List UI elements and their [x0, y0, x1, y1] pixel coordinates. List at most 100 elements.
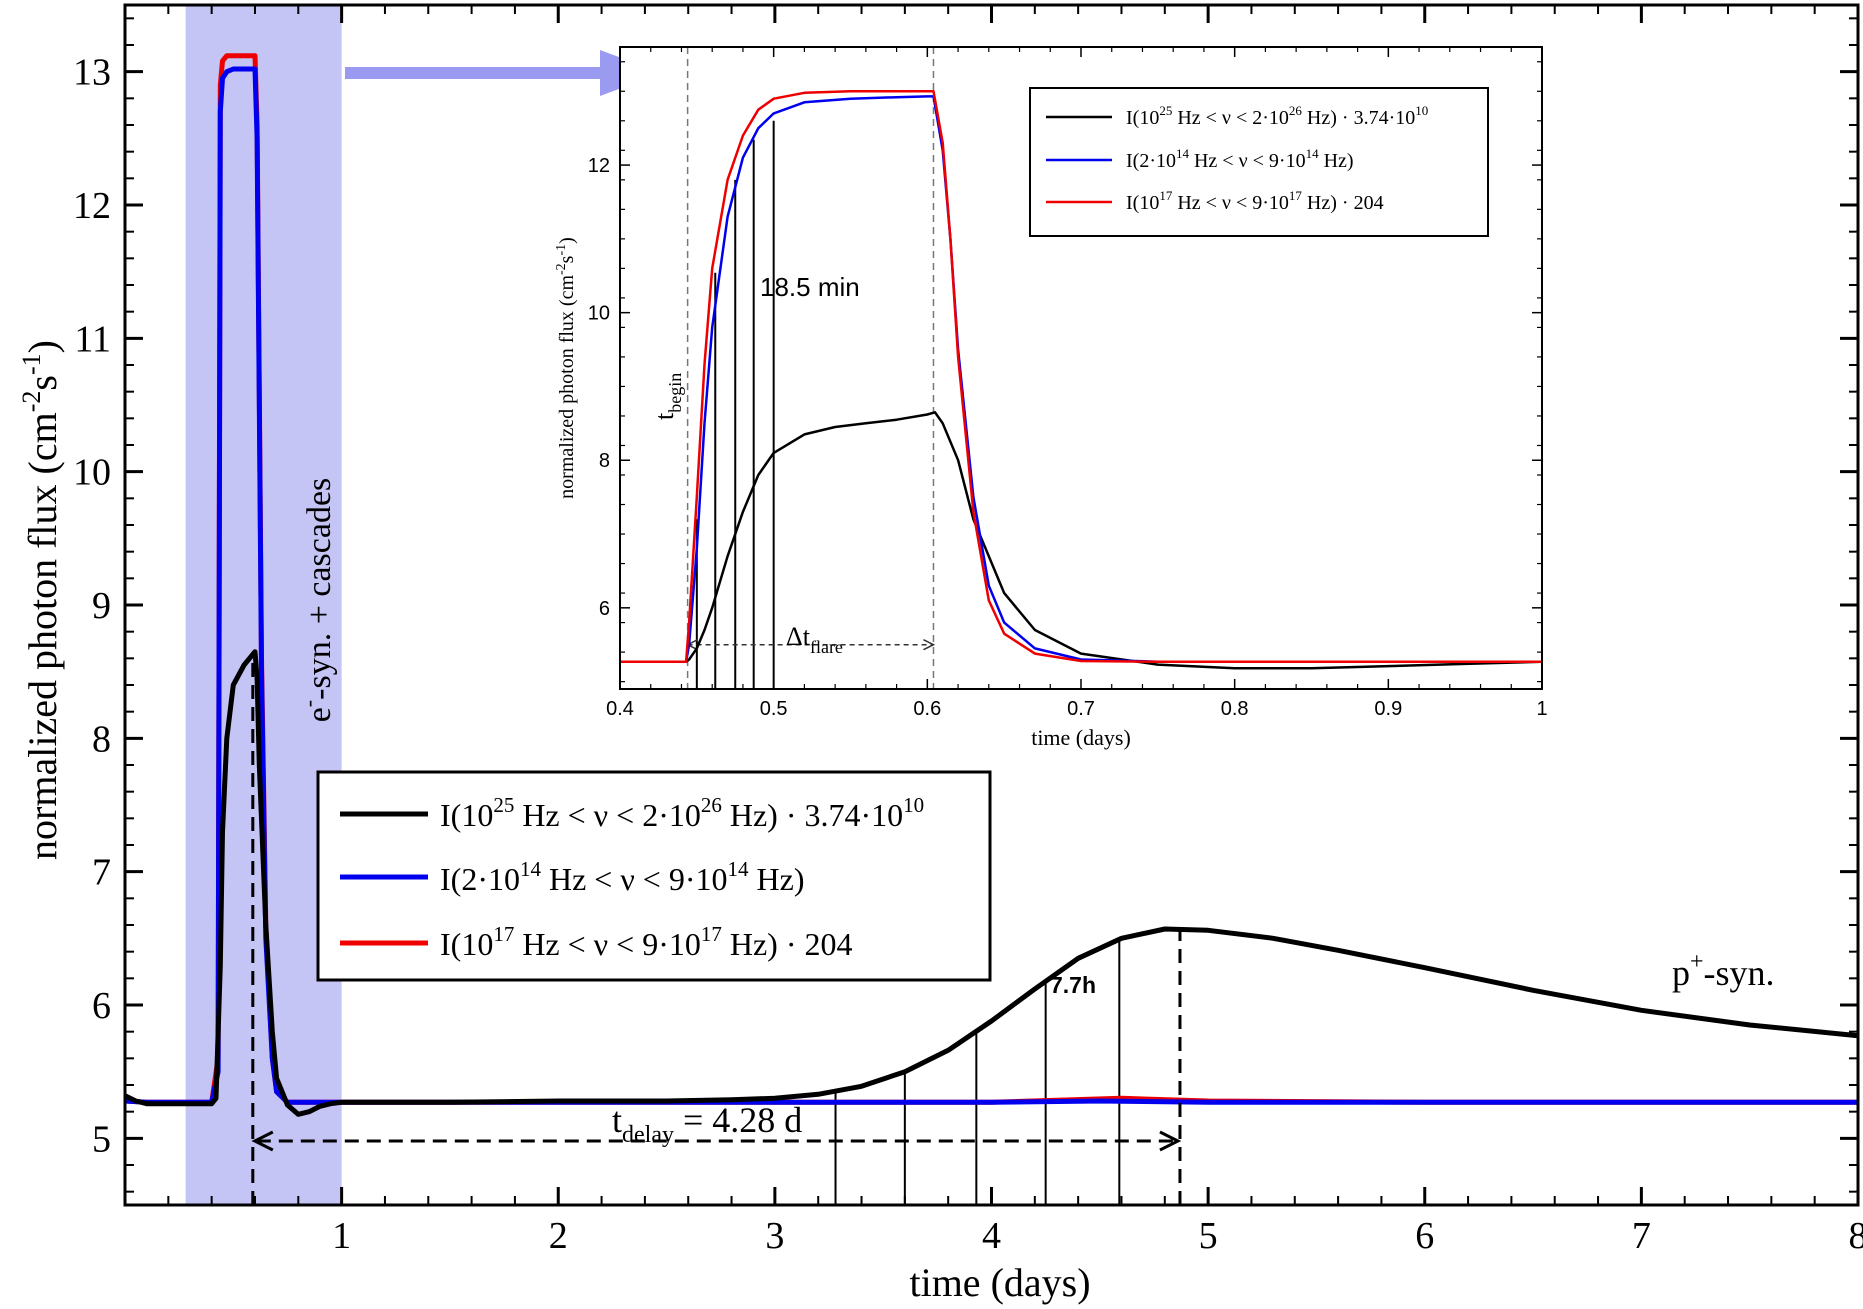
legend-blue-p1: I(2·10	[440, 861, 520, 897]
dashed-annotations	[251, 658, 1182, 1205]
x-tick-label: 5	[1199, 1215, 1218, 1257]
inset-y-label-mid: s	[556, 255, 578, 263]
delay-value: = 4.28 d	[674, 1100, 802, 1140]
inset-legend-blue-s2: 14	[1306, 146, 1320, 161]
inset-x-tick-label: 0.4	[606, 698, 634, 720]
legend-red-p3: Hz) · 204	[722, 926, 853, 962]
delay-prefix: t	[612, 1100, 622, 1140]
inset-plot: 0.4 0.5 0.6 0.7 0.8 0.9 1 6 8 10 12 time (days) n…	[554, 46, 1548, 750]
y-axis-label-sup1: -2	[17, 391, 46, 413]
inset-y-tick-label: 10	[588, 303, 610, 325]
legend-red-s1: 17	[493, 922, 514, 946]
inset-tbegin-label: tbegin	[650, 373, 685, 420]
interval-label-main: 7.7h	[1050, 972, 1096, 998]
inset-x-axis-label: time (days)	[1031, 725, 1131, 750]
x-tick-label: 7	[1632, 1215, 1651, 1257]
legend-entry-red: I(1017 Hz < ν < 9·1017 Hz) · 204	[440, 922, 852, 962]
inset-legend-entry-blue: I(2·1014 Hz < ν < 9·1014 Hz)	[1126, 146, 1354, 172]
legend-blue-s1: 14	[520, 857, 542, 881]
legend-entry-black: I(1025 Hz < ν < 2·1026 Hz) · 3.74·1010	[440, 793, 924, 833]
delay-label: tdelay = 4.28 d	[612, 1100, 802, 1148]
legend-blue-s2: 14	[728, 857, 750, 881]
inset-legend-blue-p2: Hz < ν < 9·10	[1189, 150, 1306, 172]
legend-blue-p2: Hz < ν < 9·10	[541, 861, 728, 897]
inset-x-tick-label: 1	[1536, 698, 1547, 720]
inset-legend-black-s1: 25	[1159, 103, 1172, 118]
delay-arrow-right	[1159, 1130, 1182, 1152]
inset-y-tick-label: 12	[588, 155, 610, 177]
y-axis-ticks: 5 6 7 8 9 10 11 12 13	[73, 17, 1858, 1193]
x-tick-label: 4	[982, 1215, 1001, 1257]
inset-legend-black-s3: 10	[1415, 103, 1428, 118]
psyn-suffix: -syn.	[1704, 953, 1775, 993]
inset-interval-label: 18.5 min	[760, 272, 860, 302]
inset-x-tick-label: 0.5	[760, 698, 788, 720]
x-tick-label: 1	[332, 1215, 351, 1257]
inset-legend-red-s2: 17	[1289, 188, 1303, 203]
x-tick-label: 8	[1849, 1215, 1863, 1257]
region-label-prefix: e	[301, 707, 338, 722]
inset-legend-frame	[1029, 87, 1489, 237]
zoom-arrow	[345, 50, 662, 96]
inset-x-tick-label: 0.8	[1221, 698, 1249, 720]
y-axis-label: normalized photon flux (cm-2s-1)	[17, 340, 65, 860]
inset-x-axis-ticks: 0.4 0.5 0.6 0.7 0.8 0.9 1	[606, 47, 1548, 720]
y-axis-label-end: )	[20, 340, 65, 353]
legend-frame	[316, 770, 992, 982]
inset-x-tick-label: 0.7	[1067, 698, 1095, 720]
x-tick-label: 2	[549, 1215, 568, 1257]
y-tick-label: 5	[92, 1118, 111, 1160]
y-tick-label: 6	[92, 985, 111, 1027]
psyn-prefix: p	[1672, 953, 1690, 993]
inset-legend-blue-s1: 14	[1176, 146, 1190, 161]
y-tick-label: 9	[92, 585, 111, 627]
inset-y-label-end: )	[556, 237, 578, 244]
legend-main: I(1025 Hz < ν < 2·1026 Hz) · 3.74·1010 I…	[316, 770, 992, 982]
tbegin-sub: begin	[665, 373, 685, 413]
inset-legend-blue-p3: Hz)	[1319, 150, 1354, 172]
legend-red-s2: 17	[701, 922, 722, 946]
inset-legend-black-p1: I(10	[1126, 107, 1159, 129]
y-tick-label: 10	[73, 452, 111, 494]
inset-dtflare-label: Δtflare	[786, 622, 843, 657]
inset-y-label-sup1: -2	[554, 263, 569, 275]
region-label-text: -syn. + cascades	[301, 478, 338, 700]
inset-series-line-0	[620, 411, 1543, 670]
y-tick-label: 13	[73, 52, 111, 94]
legend-black-s1: 25	[493, 793, 514, 817]
inset-x-tick-label: 0.9	[1374, 698, 1402, 720]
psyn-sup: +	[1690, 949, 1704, 975]
inset-series-group	[620, 90, 1543, 670]
y-tick-label: 8	[92, 718, 111, 760]
inset-y-label-text: normalized photon flux (cm	[556, 275, 578, 499]
inset-series-line-1	[620, 95, 1542, 663]
inset-legend-black-p3: Hz) · 3.74·10	[1302, 107, 1415, 129]
inset-y-tick-label: 6	[599, 598, 610, 620]
dtflare-prefix: Δt	[786, 622, 811, 651]
legend-inset: I(1025 Hz < ν < 2·1026 Hz) · 3.74·1010 I…	[1029, 87, 1489, 237]
inset-legend-entry-red: I(1017 Hz < ν < 9·1017 Hz) · 204	[1126, 188, 1384, 214]
legend-red-p1: I(10	[440, 926, 493, 962]
legend-red-p2: Hz < ν < 9·10	[514, 926, 701, 962]
inset-legend-red-p2: Hz < ν < 9·10	[1172, 192, 1289, 214]
shaded-region	[185, 5, 342, 1205]
legend-black-p1: I(10	[440, 797, 493, 833]
region-label-sup: -	[296, 700, 321, 707]
inset-y-tick-label: 8	[599, 450, 610, 472]
legend-entry-blue: I(2·1014 Hz < ν < 9·1014 Hz)	[440, 857, 804, 897]
dtflare-sub: flare	[810, 637, 843, 657]
inset-legend-red-p3: Hz) · 204	[1302, 192, 1384, 214]
delay-sub: delay	[622, 1122, 674, 1148]
y-tick-label: 7	[92, 852, 111, 894]
inset-legend-red-s1: 17	[1159, 188, 1173, 203]
inset-legend-blue-p1: I(2·10	[1126, 150, 1176, 172]
y-tick-label: 11	[74, 318, 111, 360]
y-axis-label-sup2: -1	[17, 353, 46, 375]
x-tick-label: 6	[1415, 1215, 1434, 1257]
y-axis-label-mid: s	[20, 375, 65, 391]
x-axis-label: time (days)	[909, 1260, 1090, 1305]
region-label: e--syn. + cascades	[296, 478, 338, 723]
legend-blue-p3: Hz)	[749, 861, 805, 897]
